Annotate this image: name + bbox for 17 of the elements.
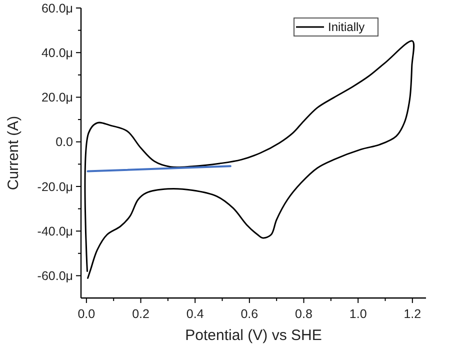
x-tick-label: 0.6: [240, 307, 258, 321]
x-tick-label: 0.2: [132, 307, 150, 321]
x-tick-label: 0.4: [186, 307, 204, 321]
y-tick-label: 40.0μ: [41, 46, 73, 60]
y-tick-label: 0.0: [56, 135, 74, 150]
x-tick-label: 0.0: [78, 307, 96, 321]
y-tick-label: 60.0μ: [41, 1, 73, 16]
y-axis-title: Current (A): [5, 116, 22, 190]
x-tick-label: 1.0: [349, 307, 367, 321]
x-axis-title: Potential (V) vs SHE: [185, 327, 322, 344]
x-tick-label: 0.8: [295, 307, 312, 321]
y-tick-label: -60.0μ: [37, 269, 73, 284]
y-tick-label: 20.0μ: [41, 90, 73, 105]
x-tick-label: 1.2: [404, 307, 422, 321]
legend-label: Initially: [328, 20, 365, 34]
y-tick-label: -40.0μ: [37, 224, 73, 238]
y-tick-label: -20.0μ: [37, 180, 73, 194]
